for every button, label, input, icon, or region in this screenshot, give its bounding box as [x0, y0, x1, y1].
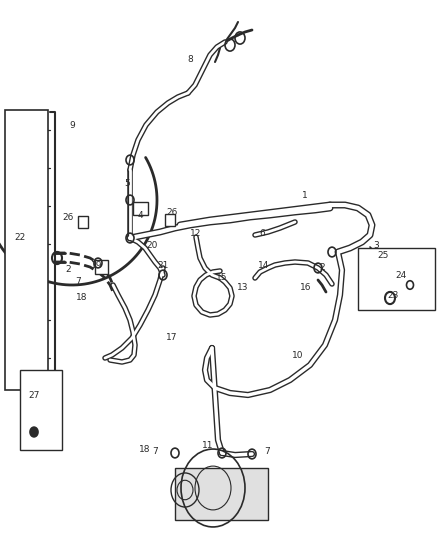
- Text: 17: 17: [166, 334, 178, 343]
- Text: 18: 18: [139, 446, 151, 455]
- Text: 8: 8: [187, 55, 193, 64]
- Text: 27: 27: [28, 391, 40, 400]
- Text: 19: 19: [91, 261, 103, 270]
- Bar: [5, 110, 48, 390]
- Text: 18: 18: [76, 294, 88, 303]
- Text: 25: 25: [377, 251, 389, 260]
- Bar: [358, 248, 435, 310]
- Text: 7: 7: [75, 278, 81, 287]
- Text: 1: 1: [302, 190, 308, 199]
- Text: 20: 20: [146, 240, 158, 249]
- Text: 10: 10: [292, 351, 304, 359]
- Text: 12: 12: [191, 229, 201, 238]
- Text: 14: 14: [258, 262, 270, 271]
- Text: 3: 3: [373, 241, 379, 251]
- Text: 22: 22: [14, 233, 26, 243]
- Text: 5: 5: [124, 179, 130, 188]
- Text: 26: 26: [166, 208, 178, 217]
- Text: 26: 26: [62, 214, 74, 222]
- Text: 7: 7: [152, 448, 158, 456]
- Text: 15: 15: [216, 273, 228, 282]
- Circle shape: [30, 427, 38, 437]
- Text: 21: 21: [157, 261, 169, 270]
- Bar: [175, 468, 268, 520]
- Text: 23: 23: [387, 290, 399, 300]
- Bar: [20, 370, 62, 450]
- Bar: [165, 214, 175, 226]
- Text: 13: 13: [237, 284, 249, 293]
- Bar: [78, 216, 88, 228]
- Text: 6: 6: [259, 229, 265, 238]
- Text: 2: 2: [319, 263, 325, 272]
- Text: 16: 16: [300, 284, 312, 293]
- Text: 9: 9: [69, 120, 75, 130]
- Bar: [133, 202, 148, 215]
- Text: 4: 4: [137, 212, 143, 221]
- Text: 11: 11: [202, 440, 214, 449]
- Text: 7: 7: [264, 448, 270, 456]
- Bar: [95, 260, 108, 274]
- Text: 24: 24: [396, 271, 406, 279]
- Text: 2: 2: [65, 265, 71, 274]
